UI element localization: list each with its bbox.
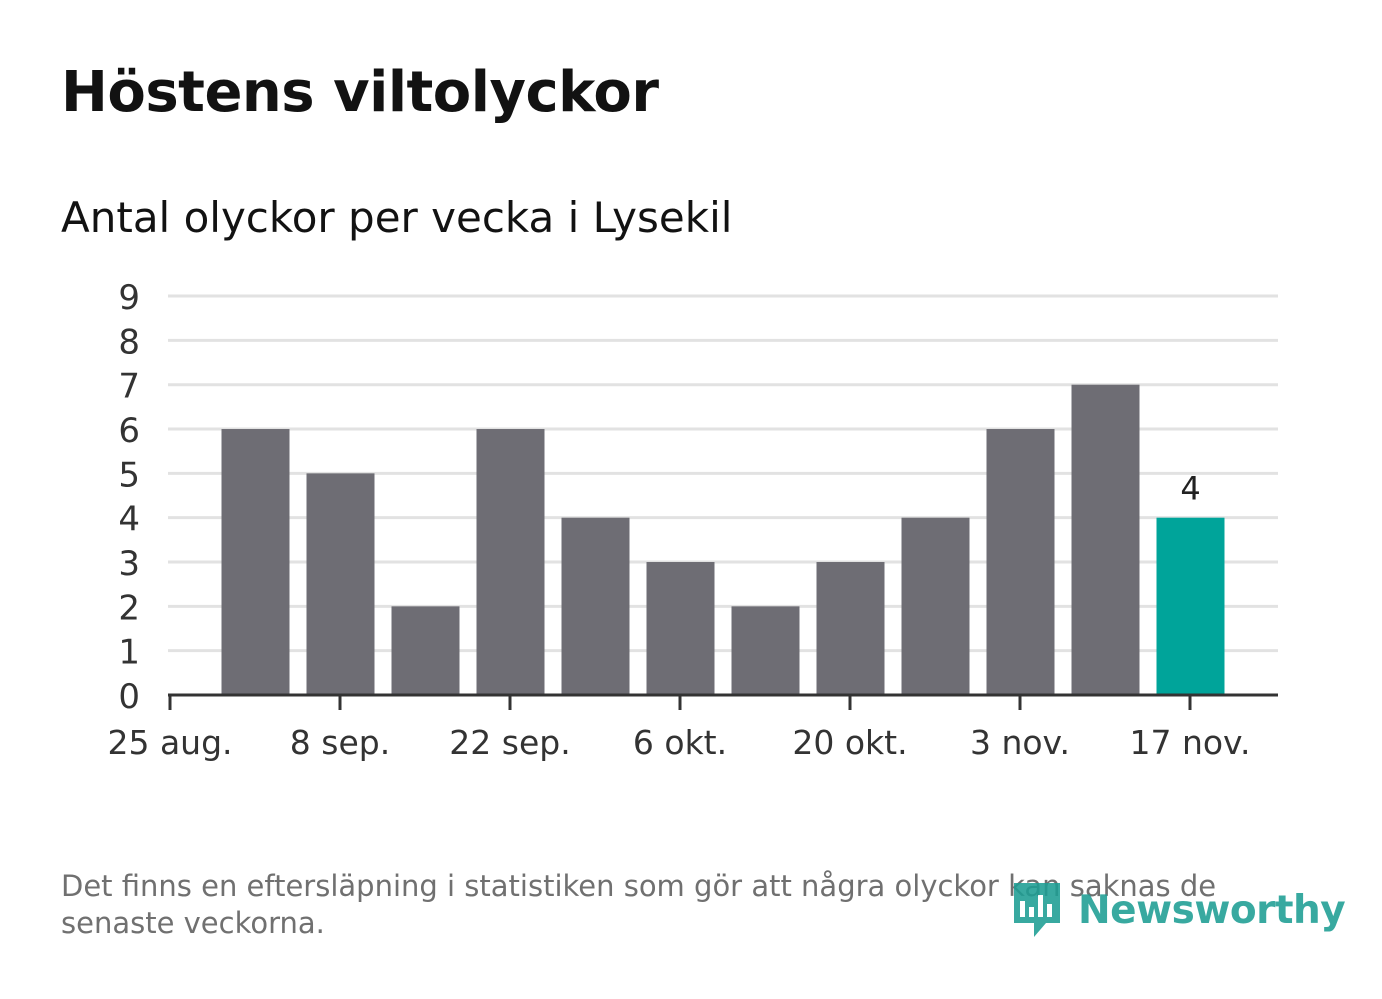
- bar-highlight: [1156, 517, 1225, 695]
- chart-title: Höstens viltolyckor: [61, 60, 659, 125]
- y-tick-label: 6: [118, 411, 140, 451]
- chart-subtitle: Antal olyckor per vecka i Lysekil: [61, 193, 733, 242]
- x-tick-label: 22 sep.: [449, 723, 570, 762]
- bar: [306, 473, 375, 695]
- x-tick-label: 3 nov.: [970, 723, 1070, 762]
- bar: [731, 606, 800, 695]
- bar: [901, 517, 970, 695]
- bar: [476, 429, 545, 695]
- y-tick-label: 3: [118, 544, 140, 584]
- bar: [646, 562, 715, 695]
- newsworthy-chart-bubble-icon: [1014, 883, 1060, 937]
- y-tick-label: 2: [118, 588, 140, 628]
- x-tick-label: 20 okt.: [792, 723, 907, 762]
- x-tick-label: 25 aug.: [107, 723, 232, 762]
- y-tick-label: 7: [118, 367, 140, 407]
- newsworthy-logo: Newsworthy: [1010, 878, 1346, 942]
- x-tick-label: 6 okt.: [633, 723, 727, 762]
- x-tick-label: 8 sep.: [290, 723, 390, 762]
- bar: [1071, 384, 1140, 695]
- x-axis-ticks: 25 aug. 8 sep. 22 sep. 6 okt. 20 okt. 3 nov. 1…: [107, 695, 1251, 762]
- bar: [561, 517, 630, 695]
- data-labels: 4: [1180, 470, 1200, 508]
- y-tick-label: 9: [118, 278, 140, 318]
- bar: [986, 429, 1055, 695]
- bar: [221, 429, 290, 695]
- x-tick-label: 17 nov.: [1129, 723, 1250, 762]
- y-tick-label: 0: [118, 677, 140, 717]
- bar: [391, 606, 460, 695]
- bar: [816, 562, 885, 695]
- y-tick-label: 8: [118, 322, 140, 362]
- data-label: 4: [1180, 470, 1200, 508]
- y-tick-label: 5: [118, 455, 140, 495]
- bars: [221, 384, 1225, 695]
- y-tick-label: 4: [118, 500, 140, 540]
- logo-text: Newsworthy: [1078, 887, 1346, 933]
- y-tick-label: 1: [118, 633, 140, 673]
- y-axis-ticks: 01 234 567 89: [118, 278, 140, 717]
